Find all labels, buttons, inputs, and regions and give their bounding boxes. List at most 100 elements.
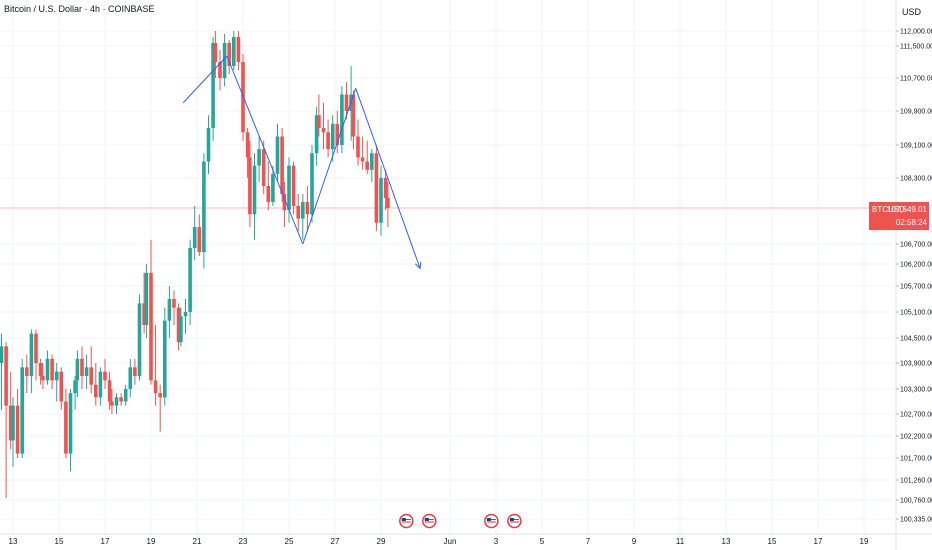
candle-body[interactable] (351, 94, 356, 137)
candle-body[interactable] (176, 307, 181, 343)
candle-body[interactable] (218, 62, 222, 78)
candle-body[interactable] (158, 393, 162, 398)
candle-body[interactable] (321, 128, 326, 133)
candle-body[interactable] (41, 376, 45, 381)
candle-body[interactable] (107, 380, 112, 402)
candle-body[interactable] (68, 393, 73, 454)
candle-body[interactable] (296, 205, 300, 219)
candle-body[interactable] (133, 367, 137, 376)
trend-line[interactable] (355, 88, 420, 268)
candle-body[interactable] (38, 363, 43, 376)
candle-body[interactable] (142, 303, 146, 325)
candle-body[interactable] (114, 397, 119, 406)
candle-body[interactable] (197, 227, 202, 252)
candle-body[interactable] (20, 367, 24, 454)
flag-field (486, 518, 496, 524)
candle-body[interactable] (291, 165, 296, 206)
candle-body[interactable] (110, 401, 114, 406)
candle-body[interactable] (149, 272, 153, 381)
price-axis-unit[interactable]: USD (902, 7, 922, 17)
candle-body[interactable] (365, 161, 369, 170)
candle-body[interactable] (305, 201, 310, 215)
candle-body[interactable] (213, 43, 218, 62)
candle-body[interactable] (326, 132, 330, 150)
candle-body[interactable] (123, 389, 128, 402)
candle-body[interactable] (98, 371, 103, 398)
trend-line[interactable] (302, 88, 357, 245)
candle-body[interactable] (206, 128, 211, 162)
x-tick-label: 13 (9, 537, 18, 546)
candle-body[interactable] (335, 123, 340, 145)
candle-body[interactable] (153, 380, 158, 394)
candle-body[interactable] (257, 149, 261, 166)
candle-body[interactable] (222, 43, 227, 78)
candle-body[interactable] (25, 367, 29, 376)
candle-body[interactable] (183, 312, 188, 317)
candle-body[interactable] (282, 193, 287, 211)
candle-body[interactable] (89, 367, 93, 385)
candle-body[interactable] (179, 316, 183, 343)
candle-body[interactable] (163, 320, 167, 398)
candle-body[interactable] (248, 157, 252, 215)
candle-body[interactable] (383, 178, 388, 198)
candle-body[interactable] (287, 165, 291, 211)
candle-body[interactable] (317, 115, 321, 128)
candle-body[interactable] (271, 173, 275, 202)
candle-body[interactable] (232, 37, 236, 66)
candle-body[interactable] (301, 201, 305, 219)
candle-body[interactable] (374, 153, 379, 223)
candle-body[interactable] (211, 43, 215, 128)
candle-body[interactable] (54, 371, 59, 381)
candle-body[interactable] (245, 132, 250, 158)
candle-body[interactable] (128, 367, 133, 389)
y-tick-label: 109,900.00 (900, 109, 932, 116)
candle-body[interactable] (310, 153, 314, 215)
chart-title: Bitcoin / U.S. Dollar · 4h · COINBASE (4, 4, 155, 14)
candle-body[interactable] (0, 346, 4, 363)
candle-body[interactable] (344, 94, 349, 112)
candle-body[interactable] (64, 401, 68, 454)
candle-body[interactable] (280, 136, 284, 194)
candle-body[interactable] (94, 384, 98, 398)
candle-body[interactable] (29, 333, 34, 376)
candle-body[interactable] (50, 358, 54, 381)
candle-body[interactable] (45, 358, 50, 381)
candle-body[interactable] (275, 136, 280, 174)
candle-body[interactable] (356, 136, 360, 158)
candle-body[interactable] (340, 94, 344, 146)
candle-body[interactable] (80, 358, 84, 376)
candle-body[interactable] (330, 123, 335, 150)
candle-body[interactable] (266, 185, 271, 202)
candle-body[interactable] (192, 227, 197, 248)
candle-body[interactable] (188, 248, 192, 312)
candle-body[interactable] (144, 272, 149, 325)
candle-body[interactable] (314, 115, 319, 154)
candle-body[interactable] (227, 43, 231, 66)
candle-body[interactable] (84, 367, 89, 376)
candle-body[interactable] (15, 405, 20, 454)
candle-body[interactable] (11, 405, 15, 441)
candle-body[interactable] (8, 405, 13, 441)
candle-body[interactable] (103, 371, 107, 381)
trend-line[interactable] (182, 55, 228, 104)
candle-body[interactable] (59, 371, 64, 402)
candle-body[interactable] (137, 303, 142, 376)
candle-body[interactable] (172, 299, 176, 308)
candle-body[interactable] (370, 153, 374, 170)
candle-body[interactable] (73, 380, 77, 394)
trend-line[interactable] (226, 55, 304, 245)
candle-body[interactable] (202, 161, 206, 253)
candle-body[interactable] (360, 157, 365, 162)
candle-body[interactable] (75, 358, 80, 381)
candle-body[interactable] (386, 197, 390, 209)
candle-body[interactable] (4, 346, 8, 406)
candle-body[interactable] (119, 397, 123, 402)
candle-body[interactable] (261, 149, 266, 186)
candle-body[interactable] (34, 333, 38, 363)
candle-body[interactable] (252, 165, 257, 215)
candle-body[interactable] (167, 299, 172, 321)
candle-body[interactable] (236, 37, 241, 62)
candle-body[interactable] (379, 178, 383, 223)
